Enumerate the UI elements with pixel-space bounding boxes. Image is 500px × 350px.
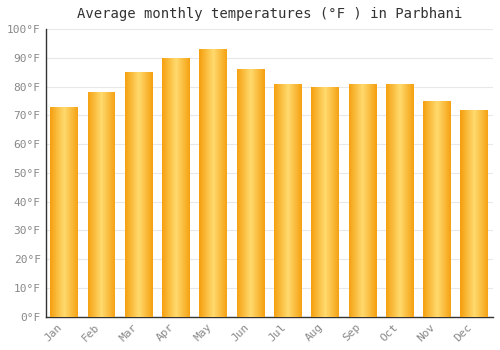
Title: Average monthly temperatures (°F ) in Parbhani: Average monthly temperatures (°F ) in Pa… bbox=[76, 7, 462, 21]
